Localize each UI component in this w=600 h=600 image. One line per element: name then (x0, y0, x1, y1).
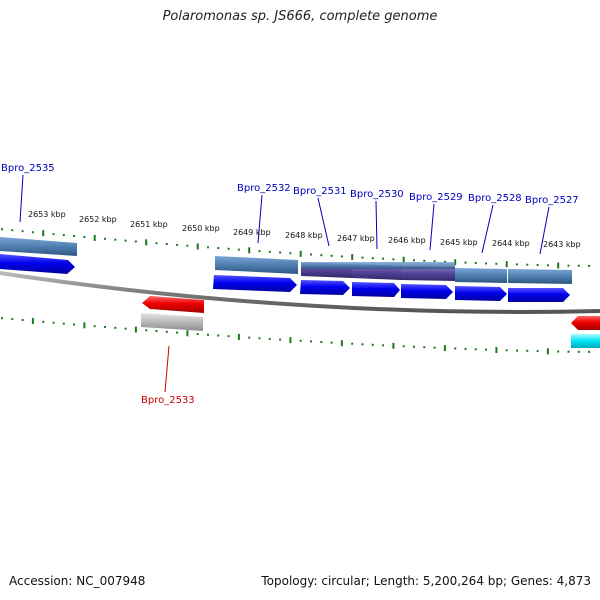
genome-backbone (0, 271, 600, 314)
feature-block (401, 266, 455, 281)
label-callouts (19, 174, 550, 393)
gene-arrow-bpro-2529[interactable] (401, 284, 453, 299)
callout-line (257, 194, 263, 244)
gene-label[interactable]: Bpro_2527 (525, 195, 579, 206)
gene-label[interactable]: Bpro_2532 (237, 183, 291, 194)
feature-block (0, 237, 77, 256)
callout-line (481, 204, 494, 254)
gene-arrow-bpro-2528[interactable] (455, 286, 507, 301)
feature-block (301, 262, 455, 269)
scale-label: 2651 kbp (130, 220, 168, 229)
gene-arrow-bpro-2527[interactable] (508, 288, 570, 302)
topology-summary-text: Topology: circular; Length: 5,200,264 bp… (261, 574, 591, 588)
scale-label: 2645 kbp (440, 238, 478, 247)
accession-text: Accession: NC_007948 (9, 574, 146, 588)
gene-arrow-bpro-2531[interactable] (300, 280, 350, 295)
callout-line (375, 200, 378, 250)
scale-label: 2653 kbp (28, 210, 66, 219)
scale-label: 2652 kbp (79, 215, 117, 224)
gene-arrow-offscreen[interactable] (571, 316, 600, 330)
scale-label: 2643 kbp (543, 240, 581, 249)
gene-labels: Bpro_2535 Bpro_2532 Bpro_2531 Bpro_2530 … (1, 163, 579, 406)
scale-label: 2646 kbp (388, 236, 426, 245)
gene-label[interactable]: Bpro_2535 (1, 163, 55, 174)
callout-line (19, 174, 24, 223)
gene-label[interactable]: Bpro_2530 (350, 189, 404, 200)
feature-block (141, 313, 203, 331)
feature-track-lower (141, 313, 600, 348)
feature-block (455, 268, 507, 283)
scale-label: 2650 kbp (182, 224, 220, 233)
gene-label[interactable]: Bpro_2528 (468, 193, 522, 204)
feature-track-upper (0, 237, 572, 284)
scale-label: 2649 kbp (233, 228, 271, 237)
gene-arrow-bpro-2533[interactable] (142, 296, 204, 313)
gene-label[interactable]: Bpro_2531 (293, 186, 347, 197)
scale-label: 2648 kbp (285, 231, 323, 240)
gene-arrow-bpro-2530[interactable] (352, 282, 400, 297)
feature-block (571, 334, 600, 348)
reverse-gene-track (142, 296, 600, 330)
callout-line (429, 203, 435, 251)
map-title: Polaromonas sp. JS666, complete genome (162, 9, 438, 24)
gene-label[interactable]: Bpro_2533 (141, 395, 195, 406)
scale-labels: 2653 kbp 2652 kbp 2651 kbp 2650 kbp 2649… (28, 210, 581, 249)
scale-label: 2644 kbp (492, 239, 530, 248)
gene-label[interactable]: Bpro_2529 (409, 192, 463, 203)
feature-block (215, 256, 298, 274)
forward-gene-track (0, 254, 570, 302)
gene-arrow-bpro-2535[interactable] (0, 254, 75, 274)
callout-line (164, 345, 170, 393)
scale-label: 2647 kbp (337, 234, 375, 243)
feature-block (508, 269, 572, 284)
callout-line (539, 206, 550, 255)
outer-tick-ring (1, 228, 591, 269)
gene-arrow-bpro-2532[interactable] (213, 275, 297, 292)
inner-tick-ring (1, 317, 591, 355)
callout-line (317, 197, 330, 247)
